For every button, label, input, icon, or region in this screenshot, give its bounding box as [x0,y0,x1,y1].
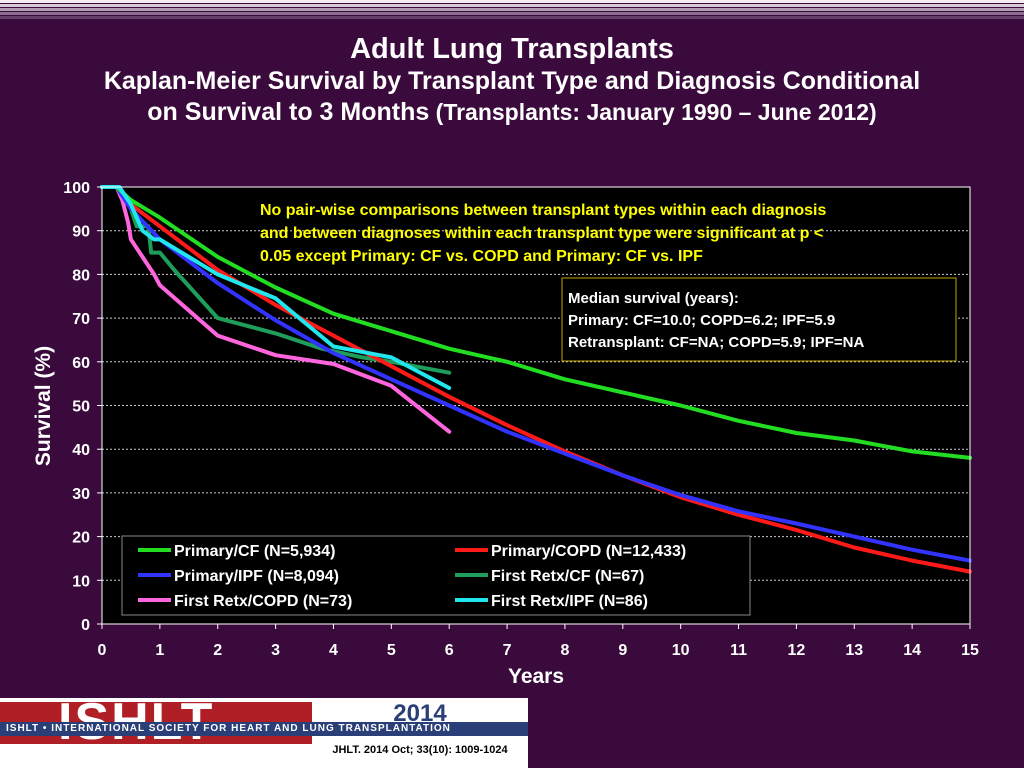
chart-title: Adult Lung Transplants [350,33,674,65]
y-tick-label: 20 [72,530,90,547]
median-box-retransplant: Retransplant: CF=NA; COPD=5.9; IPF=NA [568,334,864,351]
subtitle-bold-part: on Survival to 3 Months [147,98,430,126]
x-tick-label: 6 [445,642,454,659]
x-tick-label: 2 [213,642,222,659]
x-tick-label: 12 [788,642,806,659]
publication-year: 2014 [393,700,447,727]
note-line-1: No pair-wise comparisons between transpl… [260,202,826,219]
subtitle-date-range: (Transplants: January 1990 – June 2012) [429,99,877,125]
society-name-bar: ISHLT • INTERNATIONAL SOCIETY FOR HEART … [0,722,528,736]
legend-label: First Retx/COPD (N=73) [174,593,352,610]
x-tick-label: 14 [903,642,921,659]
series-lines [100,185,972,574]
legend-box [121,535,751,616]
series-line [100,185,452,434]
legend: Primary/CF (N=5,934) Primary/COPD (N=12,4… [121,535,751,616]
legend-label: Primary/CF (N=5,934) [174,543,335,560]
y-tick-labels: 0 10 20 30 40 50 60 70 80 90 100 [63,180,102,634]
journal-citation: JHLT. 2014 Oct; 33(10): 1009-1024 [332,744,508,756]
median-box-title: Median survival (years): [568,290,739,307]
y-tick-label: 30 [72,486,90,503]
y-tick-label: 0 [81,617,90,634]
footer-banner: ISHLT ISHLT • INTERNATIONAL SOCIETY FOR … [0,696,1024,768]
legend-label: First Retx/IPF (N=86) [491,593,648,610]
x-tick-label: 4 [329,642,338,659]
x-tick-label: 3 [271,642,280,659]
legend-label: Primary/IPF (N=8,094) [174,568,339,585]
x-tick-labels: 0 1 2 3 4 5 6 7 8 9 10 11 12 13 14 15 [98,624,979,659]
y-axis-label: Survival (%) [32,346,55,466]
note-line-2: and between diagnoses within each transp… [260,225,823,242]
y-tick-label: 80 [72,267,90,284]
legend-label: First Retx/CF (N=67) [491,568,644,585]
note-line-3: 0.05 except Primary: CF vs. COPD and Pri… [260,248,703,265]
y-tick-label: 10 [72,573,90,590]
y-tick-label: 70 [72,311,90,328]
series-line [100,185,972,574]
y-tick-label: 40 [72,442,90,459]
x-tick-label: 13 [845,642,863,659]
median-survival-box: Median survival (years): Primary: CF=10.… [561,277,957,362]
significance-note: No pair-wise comparisons between transpl… [260,202,826,265]
median-box-primary: Primary: CF=10.0; COPD=6.2; IPF=5.9 [568,312,835,329]
top-decorative-stripes [0,0,1024,22]
ishlt-logo: ISHLT ISHLT • INTERNATIONAL SOCIETY FOR … [0,696,528,768]
title-block: Adult Lung Transplants Kaplan-Meier Surv… [0,32,1024,128]
x-tick-label: 0 [98,642,107,659]
x-tick-label: 15 [961,642,979,659]
x-tick-label: 11 [730,642,747,659]
y-tick-label: 90 [72,224,90,241]
x-tick-label: 8 [560,642,569,659]
x-axis-label: Years [508,665,564,688]
y-tick-label: 60 [72,355,90,372]
chart-subtitle-line2: on Survival to 3 Months (Transplants: Ja… [0,97,1024,128]
x-tick-label: 5 [387,642,396,659]
x-tick-label: 1 [155,642,164,659]
y-tick-label: 50 [72,399,90,416]
chart-subtitle-line1: Kaplan-Meier Survival by Transplant Type… [103,67,921,95]
x-tick-label: 9 [618,642,627,659]
series-line [100,185,972,563]
x-tick-label: 7 [503,642,512,659]
legend-label: Primary/COPD (N=12,433) [491,543,686,560]
x-tick-label: 10 [672,642,690,659]
series-line [100,185,972,460]
y-tick-label: 100 [63,180,90,197]
series-line [100,185,452,390]
median-box-frame [561,277,957,362]
